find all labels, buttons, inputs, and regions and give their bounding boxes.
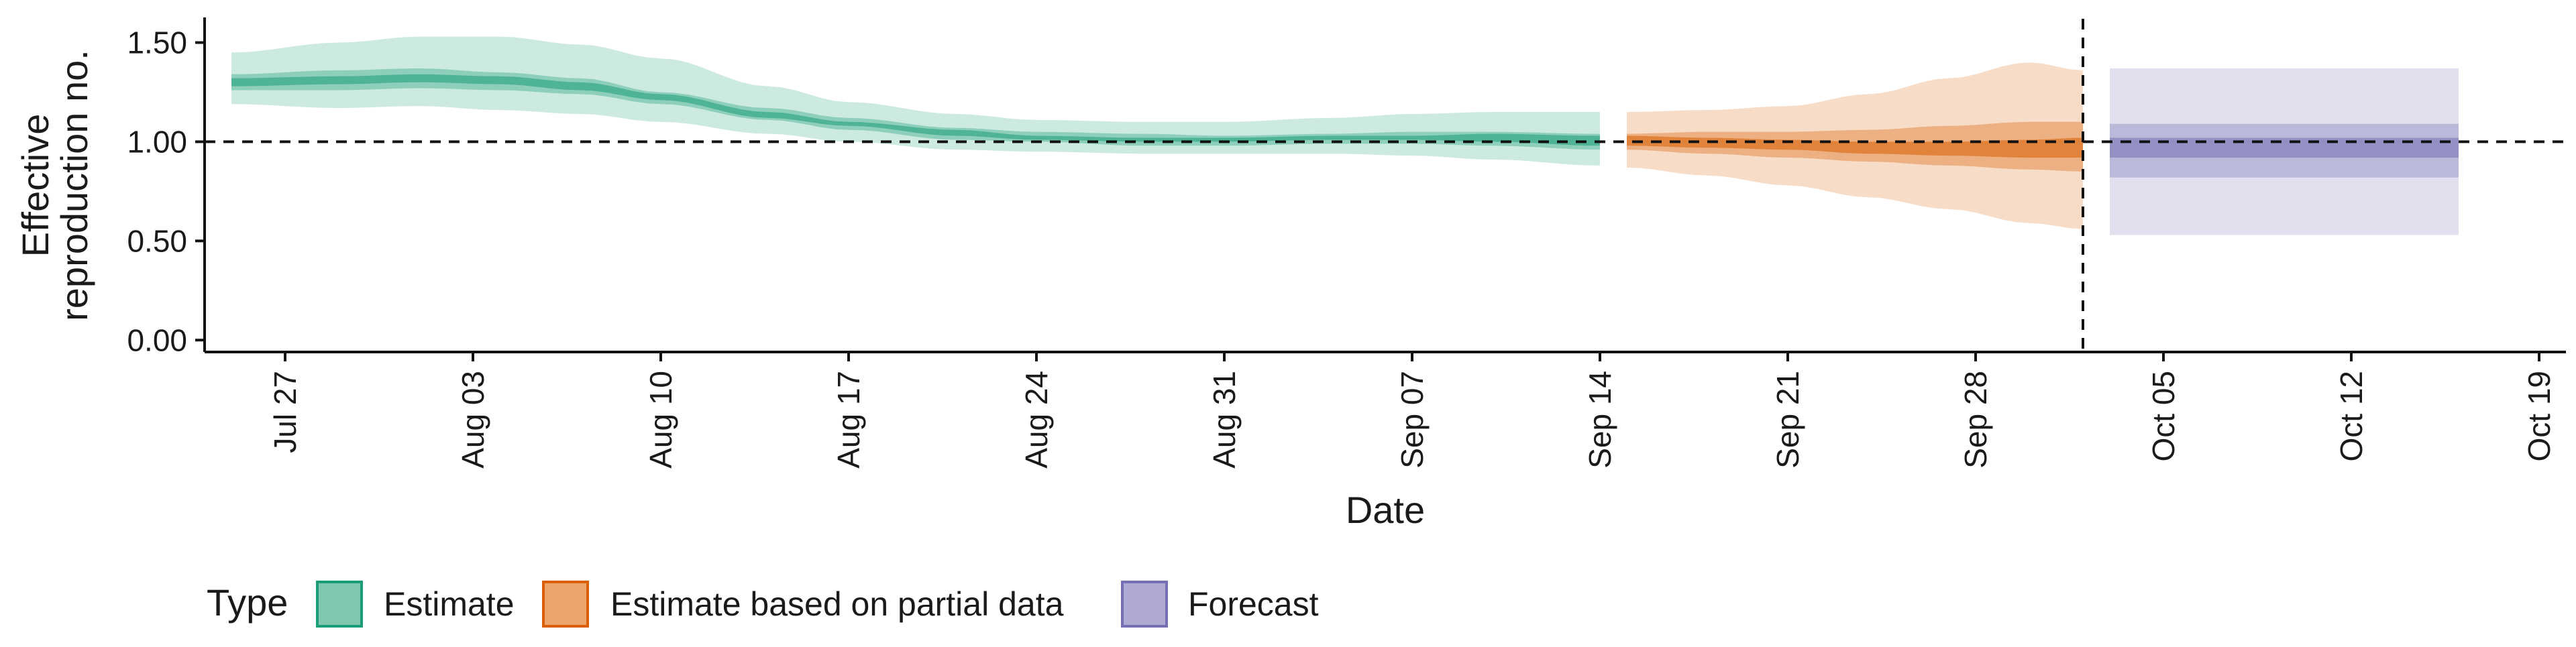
- x-tick-label: Aug 17: [831, 371, 866, 469]
- y-axis-title-line: reproduction no.: [53, 50, 95, 321]
- x-tick-label: Aug 31: [1207, 371, 1242, 469]
- x-tick-label: Sep 07: [1395, 371, 1430, 469]
- y-tick-label: 1.00: [127, 124, 187, 159]
- band-inner: [231, 74, 1600, 146]
- x-tick-label: Sep 21: [1770, 371, 1805, 469]
- x-axis-title: Date: [1346, 489, 1425, 531]
- x-tick-label: Aug 24: [1019, 371, 1054, 469]
- x-tick-label: Aug 03: [455, 371, 490, 469]
- bands-layer: [231, 36, 2459, 235]
- x-tick-label: Sep 14: [1582, 371, 1617, 469]
- axes: 0.00 0.50 1.00 1.50 Jul 27 Aug 03 Aug 10 Aug 17…: [14, 17, 2566, 531]
- y-tick-label: 0.00: [127, 322, 187, 357]
- legend-key: [542, 581, 589, 628]
- x-tick-label: Oct 19: [2522, 371, 2557, 462]
- x-tick-label: Oct 12: [2334, 371, 2369, 462]
- legend-title: Type: [207, 581, 288, 624]
- legend-label: Estimate based on partial data: [610, 585, 1064, 623]
- band-outer: [231, 36, 1600, 166]
- y-tick-label: 0.50: [127, 223, 187, 258]
- x-tick-label: Sep 28: [1958, 371, 1993, 469]
- legend-label: Estimate: [384, 585, 515, 623]
- legend-key: [316, 581, 363, 628]
- series-estimate: [231, 36, 1600, 166]
- x-tick-label: Jul 27: [268, 371, 303, 453]
- series-forecast: [2110, 68, 2459, 235]
- legend-label: Forecast: [1188, 585, 1319, 623]
- x-tick-label: Aug 10: [643, 371, 678, 469]
- band-inner: [1627, 135, 2083, 158]
- series-estimate-based-on-partial-data: [1627, 62, 2083, 229]
- legend: Type Estimate Estimate based on partial da…: [207, 581, 1319, 628]
- y-tick-label: 1.50: [127, 25, 187, 60]
- legend-key: [1121, 581, 1168, 628]
- y-axis-title-line: Effective: [14, 114, 56, 257]
- x-tick-label: Oct 05: [2146, 371, 2181, 462]
